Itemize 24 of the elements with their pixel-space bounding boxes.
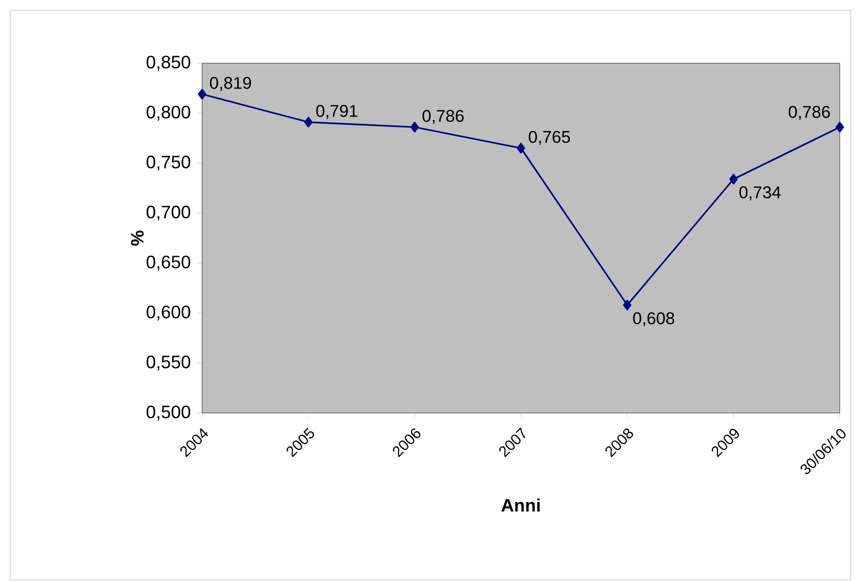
- data-label: 0,819: [210, 76, 252, 91]
- y-tick-label: 0,700: [146, 206, 190, 220]
- point: [198, 88, 206, 100]
- data-label: 0,734: [739, 186, 781, 200]
- y-tick-label: 0,550: [146, 356, 190, 370]
- y-tick-label: 0,650: [146, 256, 190, 270]
- y-tick-label: 0,850: [146, 56, 190, 71]
- data-label: 0,786: [422, 110, 464, 124]
- y-axis-title: %: [131, 230, 144, 246]
- point: [410, 122, 419, 132]
- point: [516, 142, 526, 154]
- y-tick-label: 0,500: [146, 406, 190, 420]
- point: [836, 122, 844, 132]
- y-tick-label: 0,750: [146, 156, 190, 170]
- data-label: 0,608: [633, 312, 674, 326]
- y-tick-label: 0,800: [146, 106, 190, 121]
- data-label: 0,786: [788, 106, 830, 120]
- point: [729, 174, 738, 184]
- point: [623, 300, 632, 310]
- point: [304, 116, 313, 128]
- y-tick-label: 0,600: [146, 306, 190, 320]
- data-label: 0,765: [528, 130, 570, 145]
- x-axis-title: Anni: [501, 498, 540, 512]
- data-label: 0,791: [316, 104, 358, 119]
